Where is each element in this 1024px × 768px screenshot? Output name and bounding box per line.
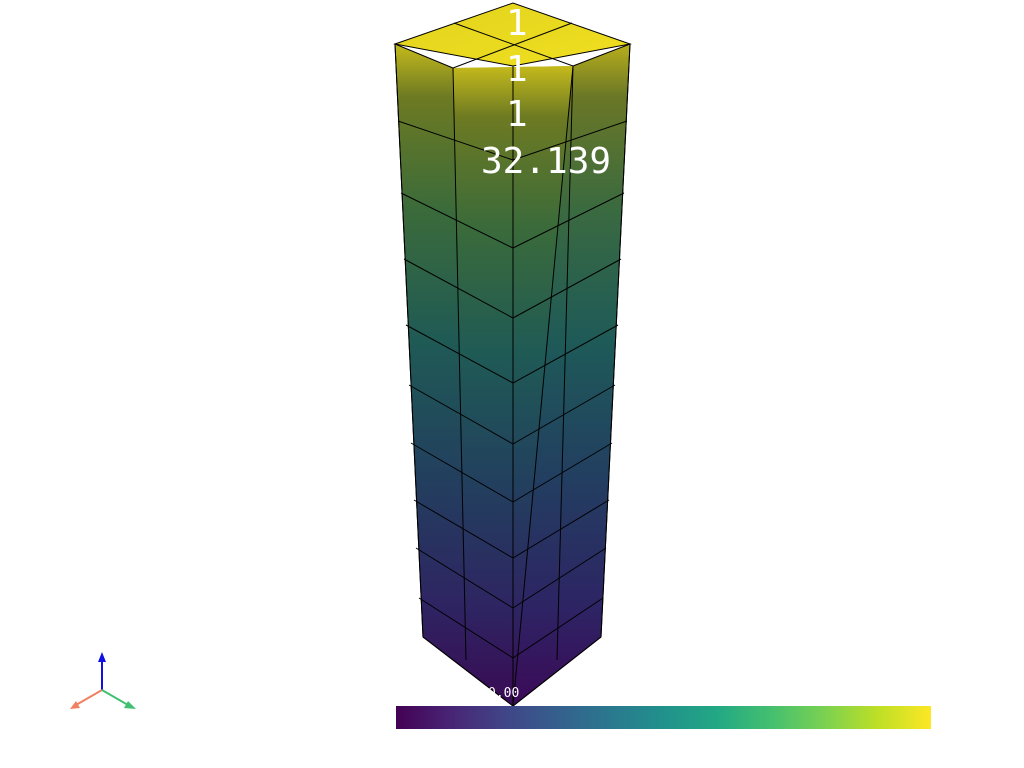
- ring-line: [413, 499, 514, 559]
- ring-line: [512, 442, 613, 503]
- ring-line: [403, 258, 514, 319]
- y-axis-icon: [101, 689, 129, 706]
- y-axis-arrow-icon: [124, 701, 136, 709]
- ring-line: [415, 547, 514, 609]
- bottom-edge: [422, 636, 514, 707]
- ring-line: [512, 258, 622, 319]
- ring-line: [410, 442, 514, 503]
- z-axis-arrow-icon: [98, 652, 106, 662]
- ring-line: [418, 597, 514, 659]
- ring-line: [512, 324, 619, 384]
- ring-line: [405, 324, 514, 384]
- vertical-edge: [452, 67, 467, 661]
- ring-line: [512, 597, 604, 659]
- ring-line: [408, 384, 514, 445]
- mesh-grid-lines: [394, 22, 631, 707]
- top-grid-line: [453, 22, 574, 67]
- vertical-edge: [394, 43, 424, 638]
- label-row-2: 1: [506, 49, 528, 90]
- vertical-edge: [600, 43, 631, 638]
- axes-orientation-widget[interactable]: [64, 648, 144, 718]
- ring-line: [512, 547, 607, 609]
- label-row-4: 32.139: [481, 141, 612, 182]
- ring-line: [512, 384, 616, 445]
- colorbar: [396, 706, 931, 729]
- label-row-3: 1: [506, 94, 528, 135]
- x-axis-icon: [75, 689, 103, 706]
- ring-line: [512, 192, 625, 249]
- ring-line: [512, 499, 610, 559]
- colorbar-min-label: 0.00: [488, 686, 520, 701]
- ring-line: [397, 120, 514, 161]
- x-axis-arrow-icon: [70, 701, 80, 709]
- vertical-edge: [556, 65, 574, 661]
- bottom-edge: [512, 636, 602, 707]
- label-row-1: 1: [506, 3, 528, 44]
- ring-line: [512, 120, 628, 161]
- top-grid-line: [452, 22, 573, 69]
- ring-line: [400, 192, 514, 249]
